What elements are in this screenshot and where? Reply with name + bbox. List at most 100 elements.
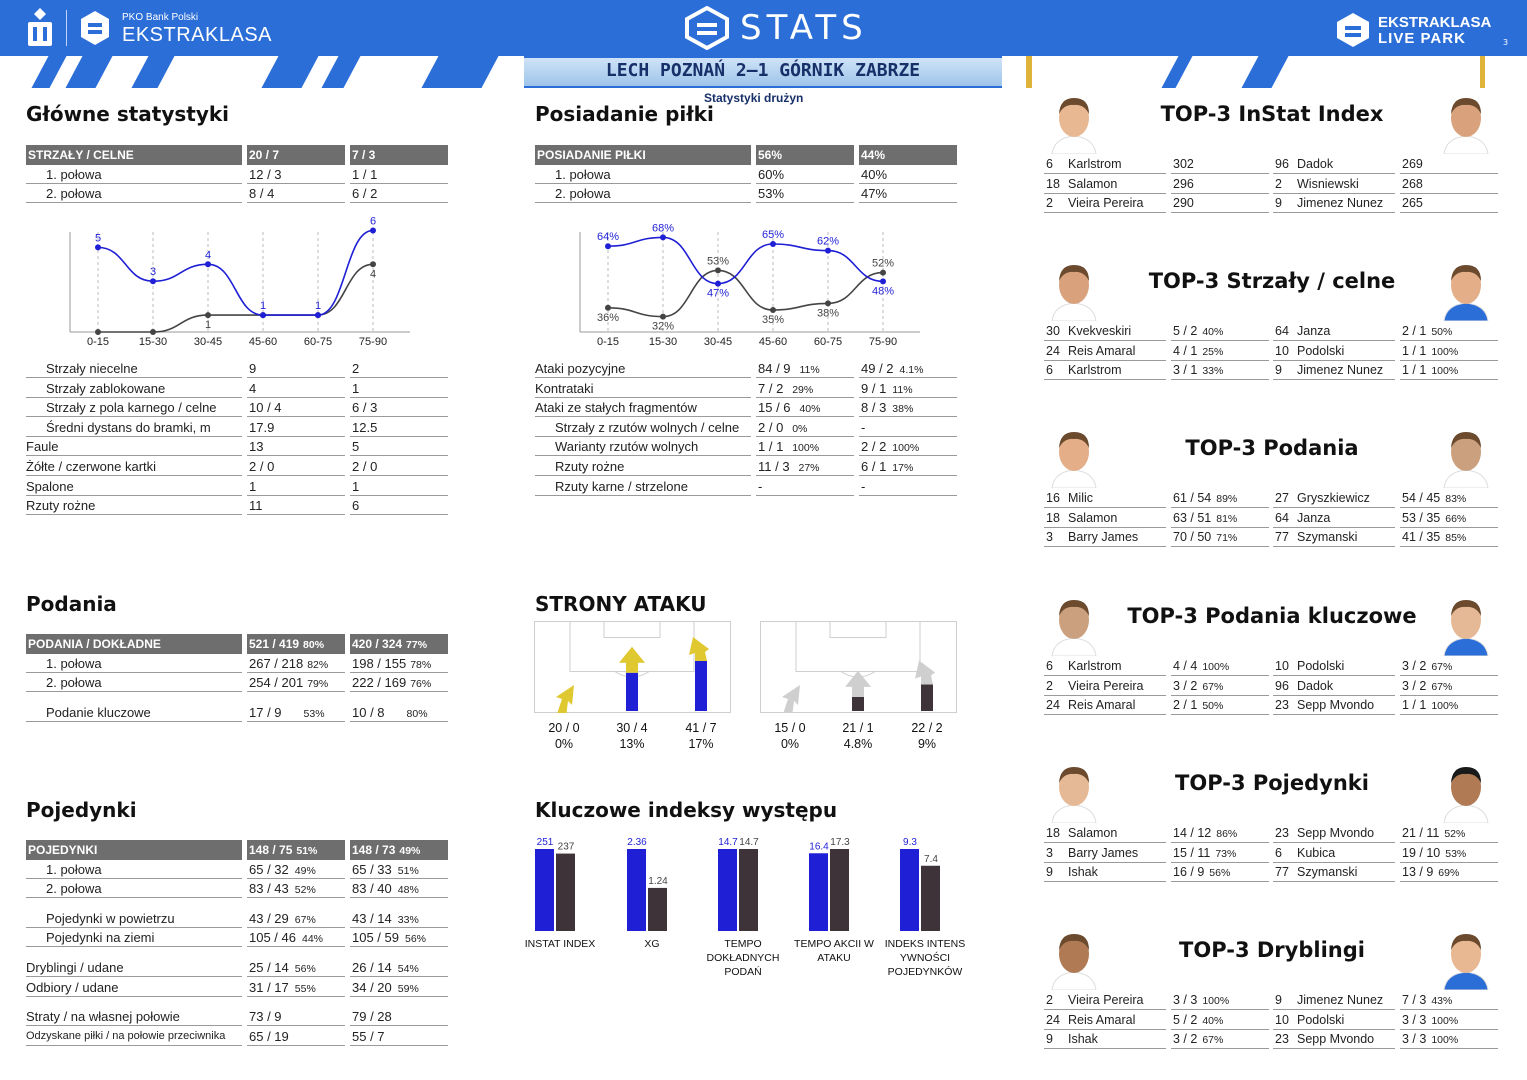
home-player-value: 2 / 1 50% [1171,696,1269,716]
stat-percent: 66% [1445,512,1467,525]
away-percent: 77% [406,639,428,651]
player-number: 9 [1046,1032,1053,1047]
player-avatar-icon [1443,934,1489,990]
player-number: 23 [1275,698,1289,713]
away-player-photo [1440,259,1492,321]
home-data-point [150,278,156,285]
attack-side-count: 15 / 0 [774,721,806,735]
home-player: 18 Salamon [1044,824,1166,843]
row-label: Straty / na własnej połowie [26,1007,242,1027]
home-player-value: 290 [1171,194,1269,214]
table-header-label: POSIADANIE PIŁKI [535,145,751,165]
stat-value: 54 / 45 [1402,491,1441,505]
home-value: 15 / 6 [758,400,791,416]
top3-title: TOP-3 Podania [1185,436,1359,460]
home-data-label: 48% [872,285,894,297]
table-header-row: POJEDYNKI 148 / 75 51% 148 / 73 49% [26,840,448,860]
player-name: Dadok [1297,678,1334,693]
table-row: 2. połowa 83 / 43 52% 83 / 40 48% [26,879,448,899]
away-bar [648,887,667,931]
table-row: Strzały niecelne 9 2 [26,359,448,379]
home-data-point [825,247,831,254]
player-name: Szymanski [1297,530,1358,545]
away-percent: 38% [892,403,914,416]
top3-title: TOP-3 Strzały / celne [1148,269,1396,293]
stat-value: 3 / 2 [1173,1032,1198,1047]
row-gap [26,948,448,958]
stat-value: 63 / 51 [1173,510,1212,525]
row-home-value: 2 / 0 [247,457,345,476]
player-avatar-icon [1443,98,1489,154]
face-shape [1059,433,1089,471]
table-row: 1. połowa 60% 40% [535,165,957,185]
player-number: 2 [1046,993,1053,1007]
row-label: Ataki ze stałych fragmentów [535,398,751,418]
bar-category-label: INSTAT INDEX [512,937,608,951]
row-home-value: 4 [247,379,345,398]
ekstraklasa-logo-icon [81,11,109,45]
player-name: Podolski [1297,343,1345,358]
table-row: 3 Barry James 15 / 11 73% 6 Kubica 19 / 10 53% [1044,844,1498,864]
table-header-row: STRZAŁY / CELNE 20 / 7 7 / 3 [26,145,448,165]
away-player: 96 Dadok [1273,677,1395,696]
category-label-line: XG [644,938,660,950]
home-value: 7 / 2 [758,380,784,396]
attack-direction-arrow-icon [915,660,935,685]
row-away-value: 79 / 28 [350,1007,448,1027]
home-player: 6 Karlstrom [1044,657,1166,676]
face-shape [1451,768,1481,806]
away-data-point [880,269,886,276]
row-label: Pojedynki na ziemi [26,928,242,948]
away-player-photo [1440,928,1492,990]
away-player: 23 Sepp Mvondo [1273,1030,1395,1050]
live-park-top: EKSTRAKLASA [1378,14,1492,31]
away-bar [556,853,575,931]
table-row: Podanie kluczowe 17 / 9 53% 10 / 8 80% [26,703,448,723]
stat-value: 1 / 1 [1402,698,1427,713]
table-header-away: 7 / 3 [350,145,448,165]
stat-value: 3 / 2 [1402,678,1427,693]
home-data-point [715,280,721,287]
stat-percent: 83% [1445,493,1467,505]
stat-percent: 100% [1202,661,1230,673]
player-name: Karlstrom [1068,363,1122,378]
row-away-value: 105 / 59 56% [350,928,448,948]
player-number: 10 [1275,1012,1289,1027]
home-player-photo [1048,92,1100,154]
row-away-value: 6 / 2 [350,184,448,204]
away-bar-label: 17.3 [830,837,850,848]
attack-side-count: 30 / 4 [616,721,648,735]
table-row: Rzuty rożne 11 6 [26,496,448,516]
away-player-value: 1 / 1 100% [1400,361,1498,381]
home-data-label: 1 [315,300,321,312]
row-home-value: 84 / 9 11% [756,359,854,378]
home-player: 2 Vieira Pereira [1044,677,1166,696]
table-row: 3 Barry James 70 / 50 71% 77 Szymanski 41 / 35… [1044,528,1498,548]
stat-percent: 71% [1216,532,1238,545]
player-number: 2 [1275,176,1282,191]
stat-percent: 100% [1431,1034,1459,1047]
row-away-value: 10 / 8 80% [350,703,448,722]
home-percent: 0% [789,422,808,435]
x-tick-label: 30-45 [704,336,732,348]
table-row: Warianty rzutów wolnych 1 / 1 100% 2 / 2 10… [535,437,957,457]
player-number: 9 [1275,993,1282,1007]
section-title-attack-sides: STRONY ATAKU [535,592,707,616]
home-data-label: 64% [597,231,619,243]
section-title-possession: Posiadanie piłki [535,102,714,126]
row-label: 2. połowa [26,879,242,899]
home-value: 25 / 14 [249,959,289,975]
stat-value: 5 / 2 [1173,1012,1198,1027]
home-player-value: 302 [1171,155,1269,174]
key-indexes-bar-chart: 251 237 2.36 1.24 14.7 14.7 16.4 17.3 9.3 7.4 [535,837,940,931]
away-player: 77 Szymanski [1273,863,1395,883]
home-value: 105 / 46 [249,930,296,946]
away-value: 83 / 40 [352,881,392,897]
player-number: 9 [1046,865,1053,880]
face-shape [1059,99,1089,137]
row-label: Strzały zablokowane [26,379,242,398]
home-player: 9 Ishak [1044,1030,1166,1050]
table-header-away: 148 / 73 49% [350,840,448,860]
table-row: 9 Ishak 3 / 2 67% 23 Sepp Mvondo 3 / 3 100% [1044,1030,1498,1050]
stat-value: 70 / 50 [1173,530,1212,545]
